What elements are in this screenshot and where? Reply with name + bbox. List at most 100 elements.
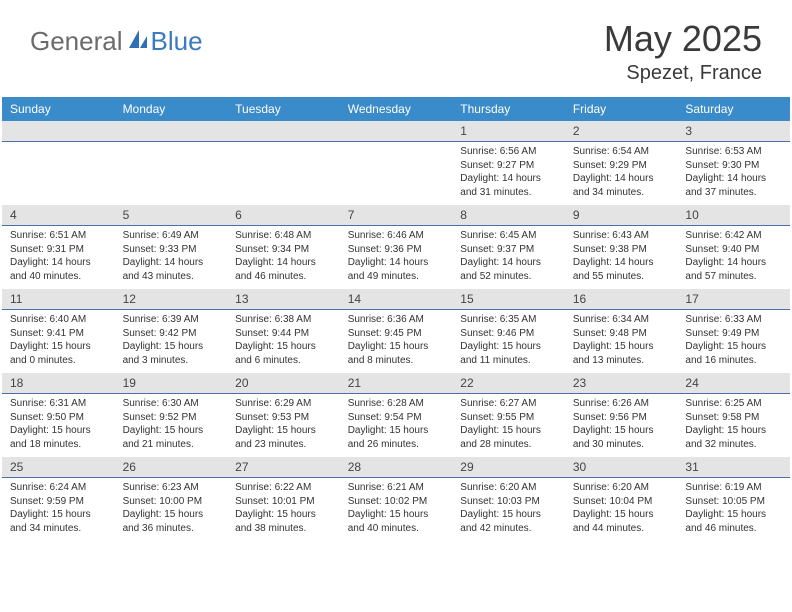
daylight-text: Daylight: 15 hours and 38 minutes.: [235, 508, 332, 535]
sunrise-text: Sunrise: 6:27 AM: [460, 397, 557, 411]
sunset-text: Sunset: 10:01 PM: [235, 495, 332, 509]
sunrise-text: Sunrise: 6:49 AM: [123, 229, 220, 243]
date-number: 22: [452, 373, 565, 393]
sunset-text: Sunset: 9:49 PM: [685, 327, 782, 341]
day-cell: Sunrise: 6:48 AMSunset: 9:34 PMDaylight:…: [227, 226, 340, 289]
sunrise-text: Sunrise: 6:38 AM: [235, 313, 332, 327]
daylight-text: Daylight: 15 hours and 42 minutes.: [460, 508, 557, 535]
sunrise-text: Sunrise: 6:24 AM: [10, 481, 107, 495]
day-cell: Sunrise: 6:20 AMSunset: 10:04 PMDaylight…: [565, 478, 678, 541]
sunrise-text: Sunrise: 6:43 AM: [573, 229, 670, 243]
date-number: 2: [565, 121, 678, 141]
date-number: 31: [677, 457, 790, 477]
daylight-text: Daylight: 15 hours and 6 minutes.: [235, 340, 332, 367]
day-cell: Sunrise: 6:49 AMSunset: 9:33 PMDaylight:…: [115, 226, 228, 289]
sunrise-text: Sunrise: 6:25 AM: [685, 397, 782, 411]
day-cell: Sunrise: 6:26 AMSunset: 9:56 PMDaylight:…: [565, 394, 678, 457]
daylight-text: Daylight: 14 hours and 57 minutes.: [685, 256, 782, 283]
date-number: 1: [452, 121, 565, 141]
sunset-text: Sunset: 9:31 PM: [10, 243, 107, 257]
daylight-text: Daylight: 15 hours and 26 minutes.: [348, 424, 445, 451]
sunrise-text: Sunrise: 6:26 AM: [573, 397, 670, 411]
daylight-text: Daylight: 15 hours and 46 minutes.: [685, 508, 782, 535]
header: General Blue May 2025 Spezet, France: [0, 0, 792, 97]
sunrise-text: Sunrise: 6:20 AM: [460, 481, 557, 495]
sunset-text: Sunset: 9:27 PM: [460, 159, 557, 173]
sunrise-text: Sunrise: 6:36 AM: [348, 313, 445, 327]
sunrise-text: Sunrise: 6:42 AM: [685, 229, 782, 243]
sunrise-text: Sunrise: 6:20 AM: [573, 481, 670, 495]
logo-sail-icon: [127, 28, 149, 55]
day-cell: Sunrise: 6:40 AMSunset: 9:41 PMDaylight:…: [2, 310, 115, 373]
page-title: May 2025: [604, 18, 762, 60]
date-number: 3: [677, 121, 790, 141]
date-strip-row: 25262728293031: [2, 457, 790, 478]
title-block: May 2025 Spezet, France: [604, 18, 762, 85]
day-cell: Sunrise: 6:22 AMSunset: 10:01 PMDaylight…: [227, 478, 340, 541]
sunset-text: Sunset: 10:02 PM: [348, 495, 445, 509]
date-number: [340, 121, 453, 141]
sunset-text: Sunset: 9:46 PM: [460, 327, 557, 341]
day-cell: Sunrise: 6:19 AMSunset: 10:05 PMDaylight…: [677, 478, 790, 541]
day-cell: [115, 142, 228, 205]
date-number: [227, 121, 340, 141]
sunrise-text: Sunrise: 6:21 AM: [348, 481, 445, 495]
date-number: 13: [227, 289, 340, 309]
week-body-row: Sunrise: 6:24 AMSunset: 9:59 PMDaylight:…: [2, 478, 790, 541]
date-number: 26: [115, 457, 228, 477]
date-number: 18: [2, 373, 115, 393]
day-cell: Sunrise: 6:34 AMSunset: 9:48 PMDaylight:…: [565, 310, 678, 373]
date-number: 14: [340, 289, 453, 309]
weekday-header: Friday: [565, 97, 678, 121]
sunrise-text: Sunrise: 6:30 AM: [123, 397, 220, 411]
daylight-text: Daylight: 15 hours and 34 minutes.: [10, 508, 107, 535]
sunset-text: Sunset: 9:30 PM: [685, 159, 782, 173]
day-cell: Sunrise: 6:38 AMSunset: 9:44 PMDaylight:…: [227, 310, 340, 373]
date-number: 7: [340, 205, 453, 225]
sunset-text: Sunset: 10:04 PM: [573, 495, 670, 509]
date-number: 30: [565, 457, 678, 477]
day-cell: [227, 142, 340, 205]
sunset-text: Sunset: 9:53 PM: [235, 411, 332, 425]
day-cell: Sunrise: 6:42 AMSunset: 9:40 PMDaylight:…: [677, 226, 790, 289]
location-label: Spezet, France: [604, 62, 762, 85]
weekday-header: Monday: [115, 97, 228, 121]
sunrise-text: Sunrise: 6:46 AM: [348, 229, 445, 243]
weekday-header: Wednesday: [340, 97, 453, 121]
date-number: [115, 121, 228, 141]
sunrise-text: Sunrise: 6:56 AM: [460, 145, 557, 159]
daylight-text: Daylight: 15 hours and 21 minutes.: [123, 424, 220, 451]
sunrise-text: Sunrise: 6:45 AM: [460, 229, 557, 243]
daylight-text: Daylight: 14 hours and 43 minutes.: [123, 256, 220, 283]
date-number: 12: [115, 289, 228, 309]
sunset-text: Sunset: 9:41 PM: [10, 327, 107, 341]
sunrise-text: Sunrise: 6:54 AM: [573, 145, 670, 159]
day-cell: Sunrise: 6:45 AMSunset: 9:37 PMDaylight:…: [452, 226, 565, 289]
weekday-header: Tuesday: [227, 97, 340, 121]
daylight-text: Daylight: 14 hours and 40 minutes.: [10, 256, 107, 283]
date-strip-row: 123: [2, 121, 790, 142]
date-number: 21: [340, 373, 453, 393]
sunset-text: Sunset: 9:58 PM: [685, 411, 782, 425]
date-number: 4: [2, 205, 115, 225]
logo-text-blue: Blue: [151, 26, 203, 57]
date-number: 5: [115, 205, 228, 225]
daylight-text: Daylight: 14 hours and 34 minutes.: [573, 172, 670, 199]
sunset-text: Sunset: 9:56 PM: [573, 411, 670, 425]
day-cell: Sunrise: 6:20 AMSunset: 10:03 PMDaylight…: [452, 478, 565, 541]
day-cell: [2, 142, 115, 205]
date-number: 25: [2, 457, 115, 477]
day-cell: Sunrise: 6:39 AMSunset: 9:42 PMDaylight:…: [115, 310, 228, 373]
sunset-text: Sunset: 9:54 PM: [348, 411, 445, 425]
day-cell: Sunrise: 6:35 AMSunset: 9:46 PMDaylight:…: [452, 310, 565, 373]
sunset-text: Sunset: 9:33 PM: [123, 243, 220, 257]
weekday-header-row: Sunday Monday Tuesday Wednesday Thursday…: [2, 97, 790, 121]
date-number: 6: [227, 205, 340, 225]
day-cell: Sunrise: 6:36 AMSunset: 9:45 PMDaylight:…: [340, 310, 453, 373]
day-cell: Sunrise: 6:54 AMSunset: 9:29 PMDaylight:…: [565, 142, 678, 205]
sunset-text: Sunset: 9:52 PM: [123, 411, 220, 425]
sunset-text: Sunset: 9:34 PM: [235, 243, 332, 257]
daylight-text: Daylight: 15 hours and 13 minutes.: [573, 340, 670, 367]
date-number: 8: [452, 205, 565, 225]
date-number: 15: [452, 289, 565, 309]
